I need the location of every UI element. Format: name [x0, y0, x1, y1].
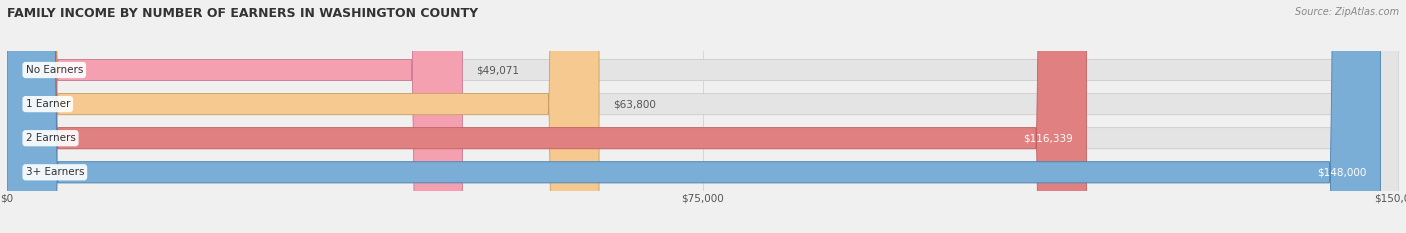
Text: Source: ZipAtlas.com: Source: ZipAtlas.com [1295, 7, 1399, 17]
FancyBboxPatch shape [7, 0, 599, 233]
Text: FAMILY INCOME BY NUMBER OF EARNERS IN WASHINGTON COUNTY: FAMILY INCOME BY NUMBER OF EARNERS IN WA… [7, 7, 478, 20]
Text: 2 Earners: 2 Earners [25, 133, 76, 143]
FancyBboxPatch shape [7, 0, 1399, 233]
Text: $148,000: $148,000 [1317, 167, 1367, 177]
Text: 1 Earner: 1 Earner [25, 99, 70, 109]
Text: $63,800: $63,800 [613, 99, 655, 109]
FancyBboxPatch shape [7, 0, 1381, 233]
FancyBboxPatch shape [7, 0, 1399, 233]
Text: No Earners: No Earners [25, 65, 83, 75]
Text: $116,339: $116,339 [1024, 133, 1073, 143]
FancyBboxPatch shape [7, 0, 463, 233]
FancyBboxPatch shape [7, 0, 1399, 233]
FancyBboxPatch shape [7, 0, 1399, 233]
Text: 3+ Earners: 3+ Earners [25, 167, 84, 177]
FancyBboxPatch shape [7, 0, 1087, 233]
Text: $49,071: $49,071 [477, 65, 519, 75]
